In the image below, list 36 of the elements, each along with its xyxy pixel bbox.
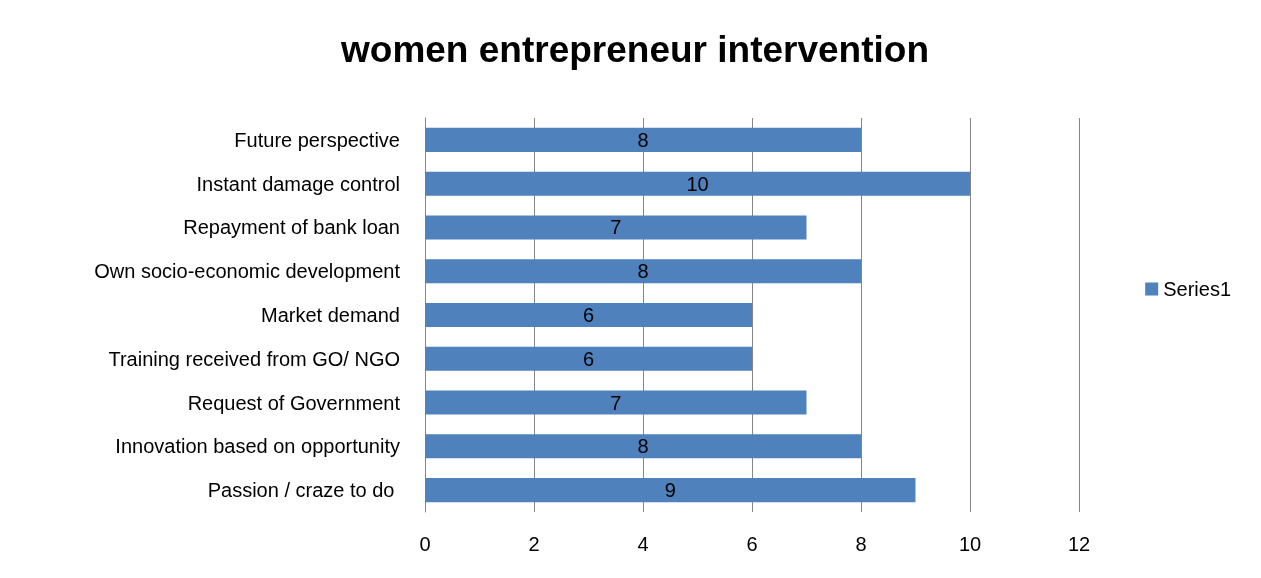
y-tick-label: Passion / craze to do xyxy=(207,479,400,502)
data-label: 6 xyxy=(582,304,595,326)
x-tick-label: 6 xyxy=(746,533,758,555)
bar xyxy=(425,478,916,503)
bar xyxy=(425,302,752,328)
y-tick-label: Request of Government xyxy=(187,391,401,414)
y-tick-label: Market demand xyxy=(261,304,400,326)
y-tick-label: Training received from GO/ NGO xyxy=(108,347,400,370)
y-tick-label: Repayment of bank loan xyxy=(183,216,400,239)
data-label: 9 xyxy=(664,479,676,502)
x-tick-label: 8 xyxy=(855,533,867,555)
bar xyxy=(425,171,970,196)
y-tick-label: Future perspective xyxy=(234,128,400,151)
bar xyxy=(425,434,861,459)
data-label: 6 xyxy=(582,347,595,370)
bar xyxy=(425,215,807,240)
y-tick-label: Own socio-economic development xyxy=(94,260,401,283)
data-label: 7 xyxy=(610,391,622,414)
bar xyxy=(425,346,752,371)
bar xyxy=(425,259,861,284)
x-tick-label: 4 xyxy=(637,533,649,555)
data-label: 7 xyxy=(610,216,622,239)
y-tick-label: Innovation based on opportunity xyxy=(115,435,400,458)
data-label: 8 xyxy=(637,435,649,458)
x-tick-label: 12 xyxy=(1067,533,1091,555)
x-tick-label: 2 xyxy=(528,533,540,555)
data-label: 10 xyxy=(686,172,709,195)
data-label: 8 xyxy=(637,260,649,283)
data-label: 8 xyxy=(637,128,649,151)
bar xyxy=(425,390,807,415)
chart-title: women entrepreneur intervention xyxy=(340,29,929,70)
x-tick-label: 10 xyxy=(958,533,982,555)
bar xyxy=(425,127,861,152)
legend-label: Series1 xyxy=(1163,278,1231,300)
y-tick-label: Instant damage control xyxy=(196,172,400,195)
x-tick-label: 0 xyxy=(419,533,431,555)
